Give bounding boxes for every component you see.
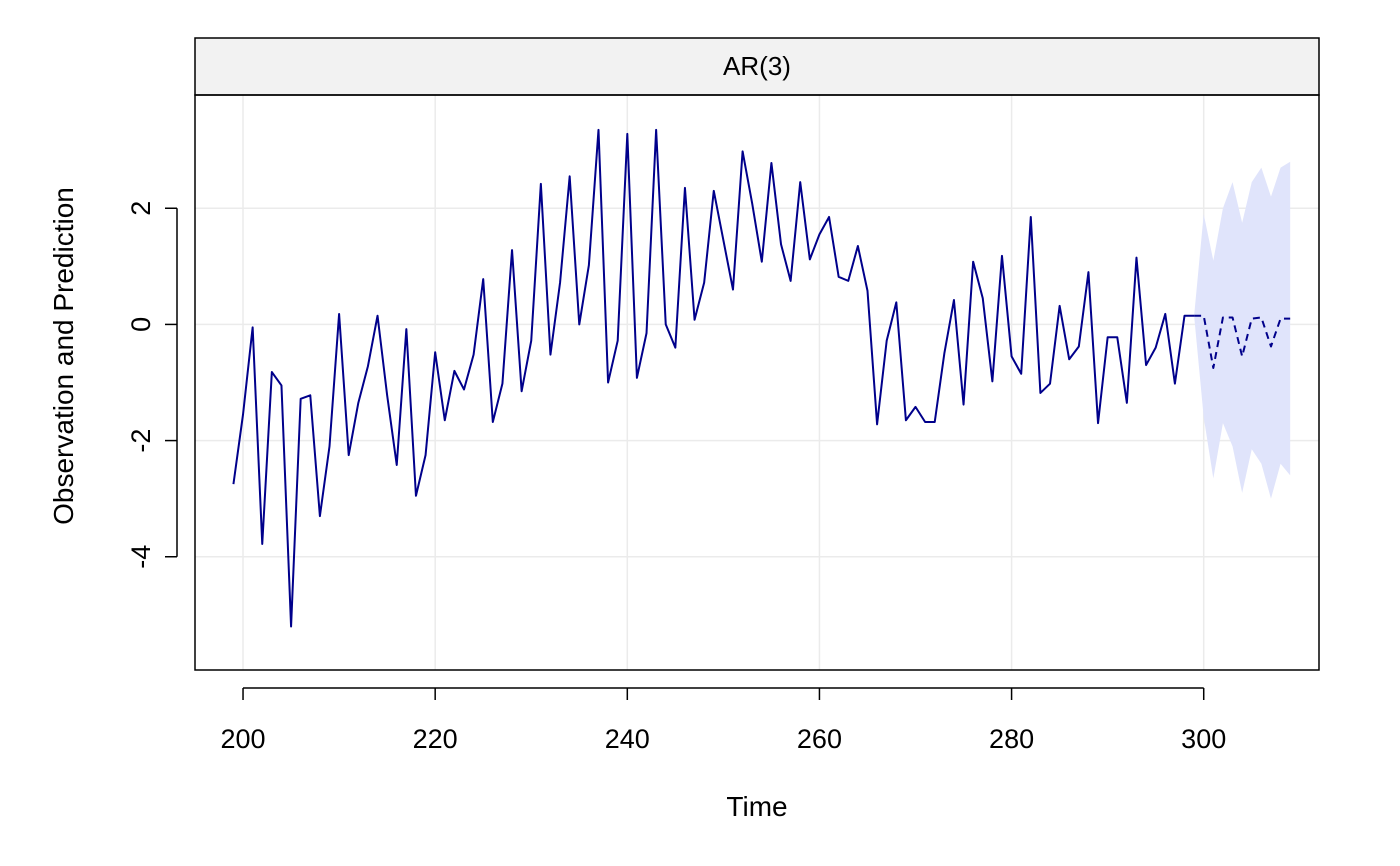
y-axis-title: Observation and Prediction (48, 187, 79, 525)
axis-layer: 200 220 240 260 280 300 -4 -2 0 2 (126, 201, 1226, 754)
x-tick-label: 300 (1181, 724, 1226, 754)
x-tick-label: 240 (605, 724, 650, 754)
interval-layer (1194, 161, 1291, 499)
series-layer (232, 128, 1291, 628)
x-tick-label: 260 (797, 724, 842, 754)
y-tick-label: 0 (126, 317, 156, 332)
prediction-interval-band (1194, 161, 1291, 499)
y-tick-label: -4 (126, 545, 156, 569)
observed-line (232, 128, 1195, 628)
x-tick-label: 220 (413, 724, 458, 754)
y-tick-label: 2 (126, 201, 156, 216)
forecast-line (1194, 314, 1291, 369)
x-axis-title: Time (726, 791, 787, 822)
x-tick-label: 280 (989, 724, 1034, 754)
chart-title: AR(3) (723, 51, 791, 81)
x-tick-label: 200 (221, 724, 266, 754)
plot-panel (194, 94, 1320, 671)
y-tick-label: -2 (126, 429, 156, 453)
